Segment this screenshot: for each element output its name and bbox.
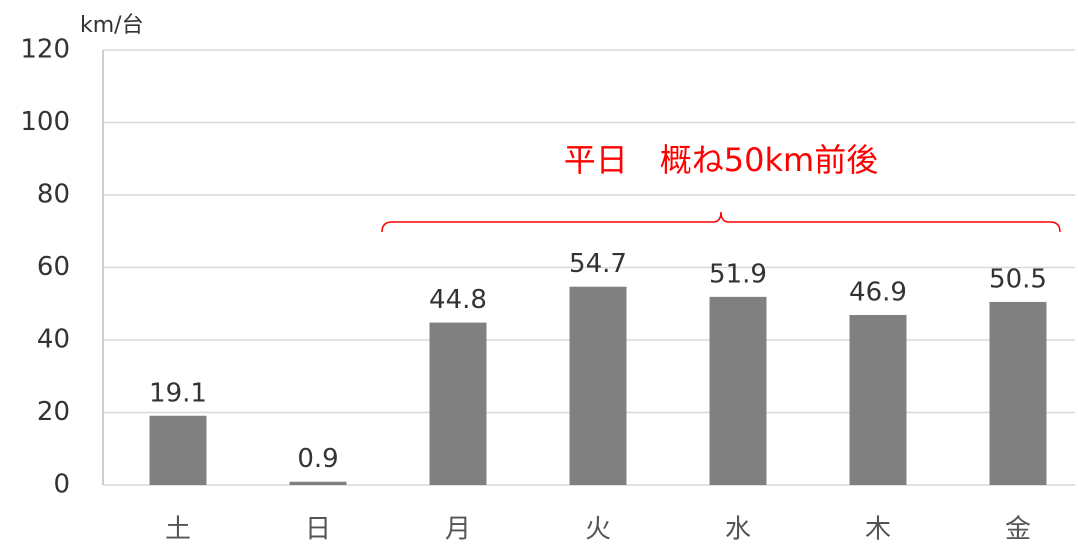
y-axis-label: km/台 bbox=[80, 13, 144, 38]
data-label: 19.1 bbox=[149, 378, 207, 408]
y-tick-label: 80 bbox=[37, 180, 70, 210]
x-tick-label: 木 bbox=[865, 515, 891, 545]
bar bbox=[289, 481, 347, 485]
x-tick-label: 日 bbox=[305, 515, 331, 545]
data-label: 0.9 bbox=[297, 444, 338, 474]
bar bbox=[989, 301, 1047, 485]
y-tick-label: 120 bbox=[20, 35, 70, 65]
bar bbox=[149, 415, 207, 485]
bar bbox=[569, 286, 627, 485]
y-tick-label: 40 bbox=[37, 325, 70, 355]
y-tick-label: 0 bbox=[53, 470, 70, 500]
x-tick-label: 月 bbox=[445, 515, 471, 545]
data-label: 46.9 bbox=[849, 277, 907, 307]
brace bbox=[381, 211, 1061, 233]
data-label: 54.7 bbox=[569, 249, 627, 279]
data-label: 51.9 bbox=[709, 259, 767, 289]
data-label: 50.5 bbox=[989, 264, 1047, 294]
x-tick-label: 水 bbox=[725, 515, 751, 545]
x-tick-label: 土 bbox=[165, 515, 191, 545]
data-label: 44.8 bbox=[429, 285, 487, 315]
x-tick-label: 火 bbox=[585, 515, 611, 545]
bar bbox=[429, 322, 487, 485]
bar bbox=[709, 296, 767, 485]
annotation: 平日 概ね50km前後 bbox=[564, 141, 878, 179]
y-tick-label: 20 bbox=[37, 397, 70, 427]
y-tick-label: 100 bbox=[20, 107, 70, 137]
bar bbox=[849, 314, 907, 485]
x-tick-label: 金 bbox=[1005, 515, 1031, 545]
y-tick-label: 60 bbox=[37, 252, 70, 282]
